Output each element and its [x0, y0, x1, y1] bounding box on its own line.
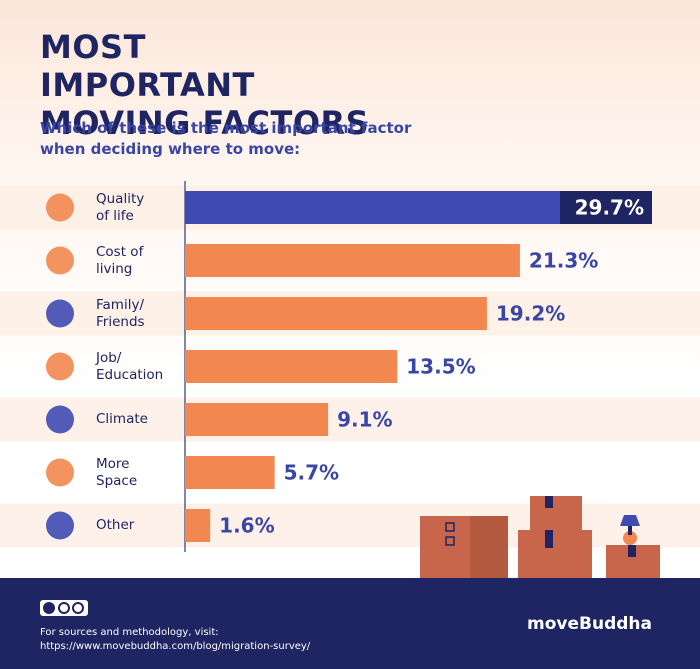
value-label: 13.5%	[406, 355, 475, 379]
bar-label-bg	[560, 191, 652, 224]
brand: moveBuddha	[527, 614, 652, 634]
footer-source: For sources and methodology, visit: https…	[40, 626, 310, 654]
bar	[185, 244, 520, 277]
value-label: 29.7%	[575, 196, 644, 220]
row-stripe	[0, 397, 700, 442]
category-label: Climate	[96, 411, 148, 427]
bar	[185, 350, 398, 383]
icon	[46, 352, 74, 381]
value-label: 21.3%	[529, 249, 598, 273]
cc-badge	[40, 600, 88, 616]
icon	[46, 511, 74, 540]
category-icons	[46, 193, 74, 540]
value-label: 19.2%	[496, 302, 565, 326]
category-label: Family/ Friends	[96, 296, 145, 330]
category-label: Job/ Education	[96, 349, 164, 383]
icon	[46, 193, 74, 222]
chart-subtitle: Which of these is the most important fac…	[40, 119, 412, 158]
category-label: Other	[96, 517, 135, 533]
icon	[46, 246, 74, 275]
source-url: https://www.movebuddha.com/blog/migratio…	[40, 641, 311, 652]
footer-band	[0, 578, 700, 669]
value-label: 9.1%	[337, 408, 392, 432]
icon	[46, 405, 74, 434]
category-label: Cost of living	[96, 243, 144, 277]
category-label: Quality of life	[96, 190, 145, 224]
value-label: 1.6%	[219, 514, 274, 538]
source-text: For sources and methodology, visit:	[40, 627, 219, 638]
bar	[185, 456, 275, 489]
bar	[185, 403, 329, 436]
bar	[185, 297, 487, 330]
chart-title: MOST IMPORTANT MOVING FACTORS	[40, 28, 370, 142]
icon	[46, 299, 74, 328]
icon	[46, 458, 74, 487]
value-label: 5.7%	[284, 461, 339, 485]
category-label: More Space	[96, 455, 138, 489]
decor-boxes	[420, 496, 660, 578]
bar	[185, 509, 211, 542]
